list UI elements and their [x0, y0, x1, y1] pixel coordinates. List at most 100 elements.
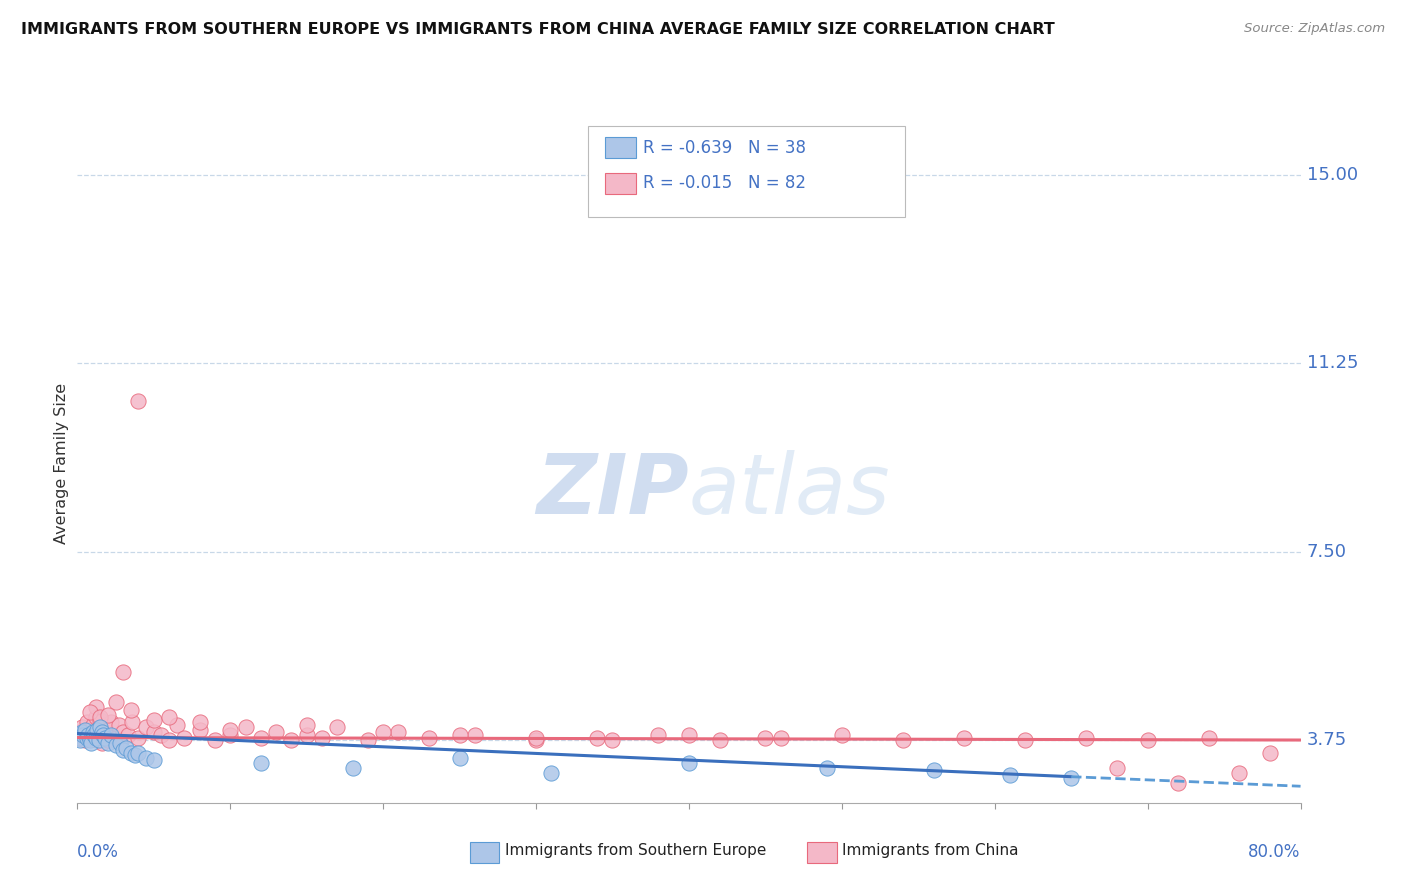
Point: [86, 733, 108, 747]
Point: [418, 731, 440, 745]
Point: [602, 733, 624, 747]
Point: [112, 743, 135, 757]
Point: [678, 728, 700, 742]
Point: [73, 733, 96, 747]
Point: [67, 731, 90, 745]
Point: [94, 721, 117, 735]
Point: [157, 733, 180, 747]
Point: [449, 728, 471, 742]
Point: [97, 733, 120, 747]
Point: [82, 718, 104, 732]
Point: [250, 731, 273, 745]
Text: 15.00: 15.00: [1306, 166, 1358, 184]
Point: [219, 728, 242, 742]
Point: [342, 761, 364, 775]
Point: [84, 700, 107, 714]
Text: 3.75: 3.75: [1306, 731, 1347, 749]
Text: Immigrants from Southern Europe: Immigrants from Southern Europe: [505, 844, 766, 858]
Text: Immigrants from China: Immigrants from China: [842, 844, 1019, 858]
Point: [188, 723, 211, 737]
Point: [115, 740, 138, 755]
Point: [100, 728, 122, 742]
Text: ZIP: ZIP: [536, 450, 689, 532]
Point: [112, 725, 135, 739]
Point: [1167, 775, 1189, 789]
Point: [89, 721, 111, 735]
Point: [108, 735, 131, 749]
Point: [80, 728, 103, 742]
Point: [769, 731, 792, 745]
Point: [127, 746, 149, 760]
Point: [79, 731, 101, 745]
Text: Source: ZipAtlas.com: Source: ZipAtlas.com: [1244, 22, 1385, 36]
Point: [540, 765, 562, 780]
Point: [127, 731, 149, 745]
Point: [89, 713, 111, 727]
Point: [104, 738, 127, 752]
Text: 0.0%: 0.0%: [77, 844, 120, 862]
Point: [142, 713, 165, 727]
Text: atlas: atlas: [689, 450, 890, 532]
Text: IMMIGRANTS FROM SOUTHERN EUROPE VS IMMIGRANTS FROM CHINA AVERAGE FAMILY SIZE COR: IMMIGRANTS FROM SOUTHERN EUROPE VS IMMIG…: [21, 22, 1054, 37]
Point: [326, 721, 349, 735]
Point: [117, 728, 139, 742]
Point: [112, 665, 135, 680]
Point: [371, 725, 394, 739]
Text: 11.25: 11.25: [1306, 354, 1358, 372]
Point: [121, 715, 143, 730]
Point: [67, 731, 90, 745]
Point: [69, 733, 91, 747]
Point: [120, 703, 142, 717]
Point: [464, 728, 486, 742]
Point: [82, 725, 104, 739]
Point: [97, 735, 120, 749]
Point: [524, 731, 547, 745]
Point: [120, 746, 142, 760]
Point: [295, 728, 318, 742]
Point: [90, 735, 112, 749]
Point: [157, 710, 180, 724]
Point: [188, 715, 211, 730]
Point: [953, 731, 976, 745]
Point: [219, 723, 242, 737]
Point: [84, 731, 107, 745]
Point: [76, 731, 98, 745]
Point: [96, 728, 118, 742]
Point: [1107, 761, 1129, 775]
Point: [831, 728, 853, 742]
Point: [94, 731, 117, 745]
Point: [90, 725, 112, 739]
Point: [754, 731, 776, 745]
Point: [1014, 733, 1036, 747]
Point: [357, 733, 380, 747]
Point: [311, 731, 333, 745]
Point: [891, 733, 914, 747]
Point: [77, 723, 100, 737]
Point: [104, 731, 127, 745]
Point: [150, 728, 173, 742]
Point: [173, 731, 195, 745]
Point: [79, 706, 101, 720]
Point: [524, 733, 547, 747]
Point: [1229, 765, 1251, 780]
Point: [1060, 771, 1083, 785]
Point: [83, 728, 105, 742]
Point: [76, 715, 98, 730]
Point: [87, 731, 110, 745]
Point: [107, 718, 129, 732]
Point: [135, 721, 157, 735]
Point: [84, 710, 107, 724]
Point: [295, 718, 318, 732]
Point: [998, 768, 1021, 782]
Text: 7.50: 7.50: [1306, 542, 1347, 561]
Point: [586, 731, 609, 745]
Point: [100, 715, 122, 730]
Point: [166, 718, 188, 732]
Text: 80.0%: 80.0%: [1249, 844, 1301, 862]
Point: [79, 733, 101, 747]
Point: [815, 761, 838, 775]
Point: [1136, 733, 1159, 747]
Text: R = -0.639   N = 38: R = -0.639 N = 38: [643, 138, 806, 156]
Point: [72, 728, 94, 742]
Point: [80, 735, 103, 749]
